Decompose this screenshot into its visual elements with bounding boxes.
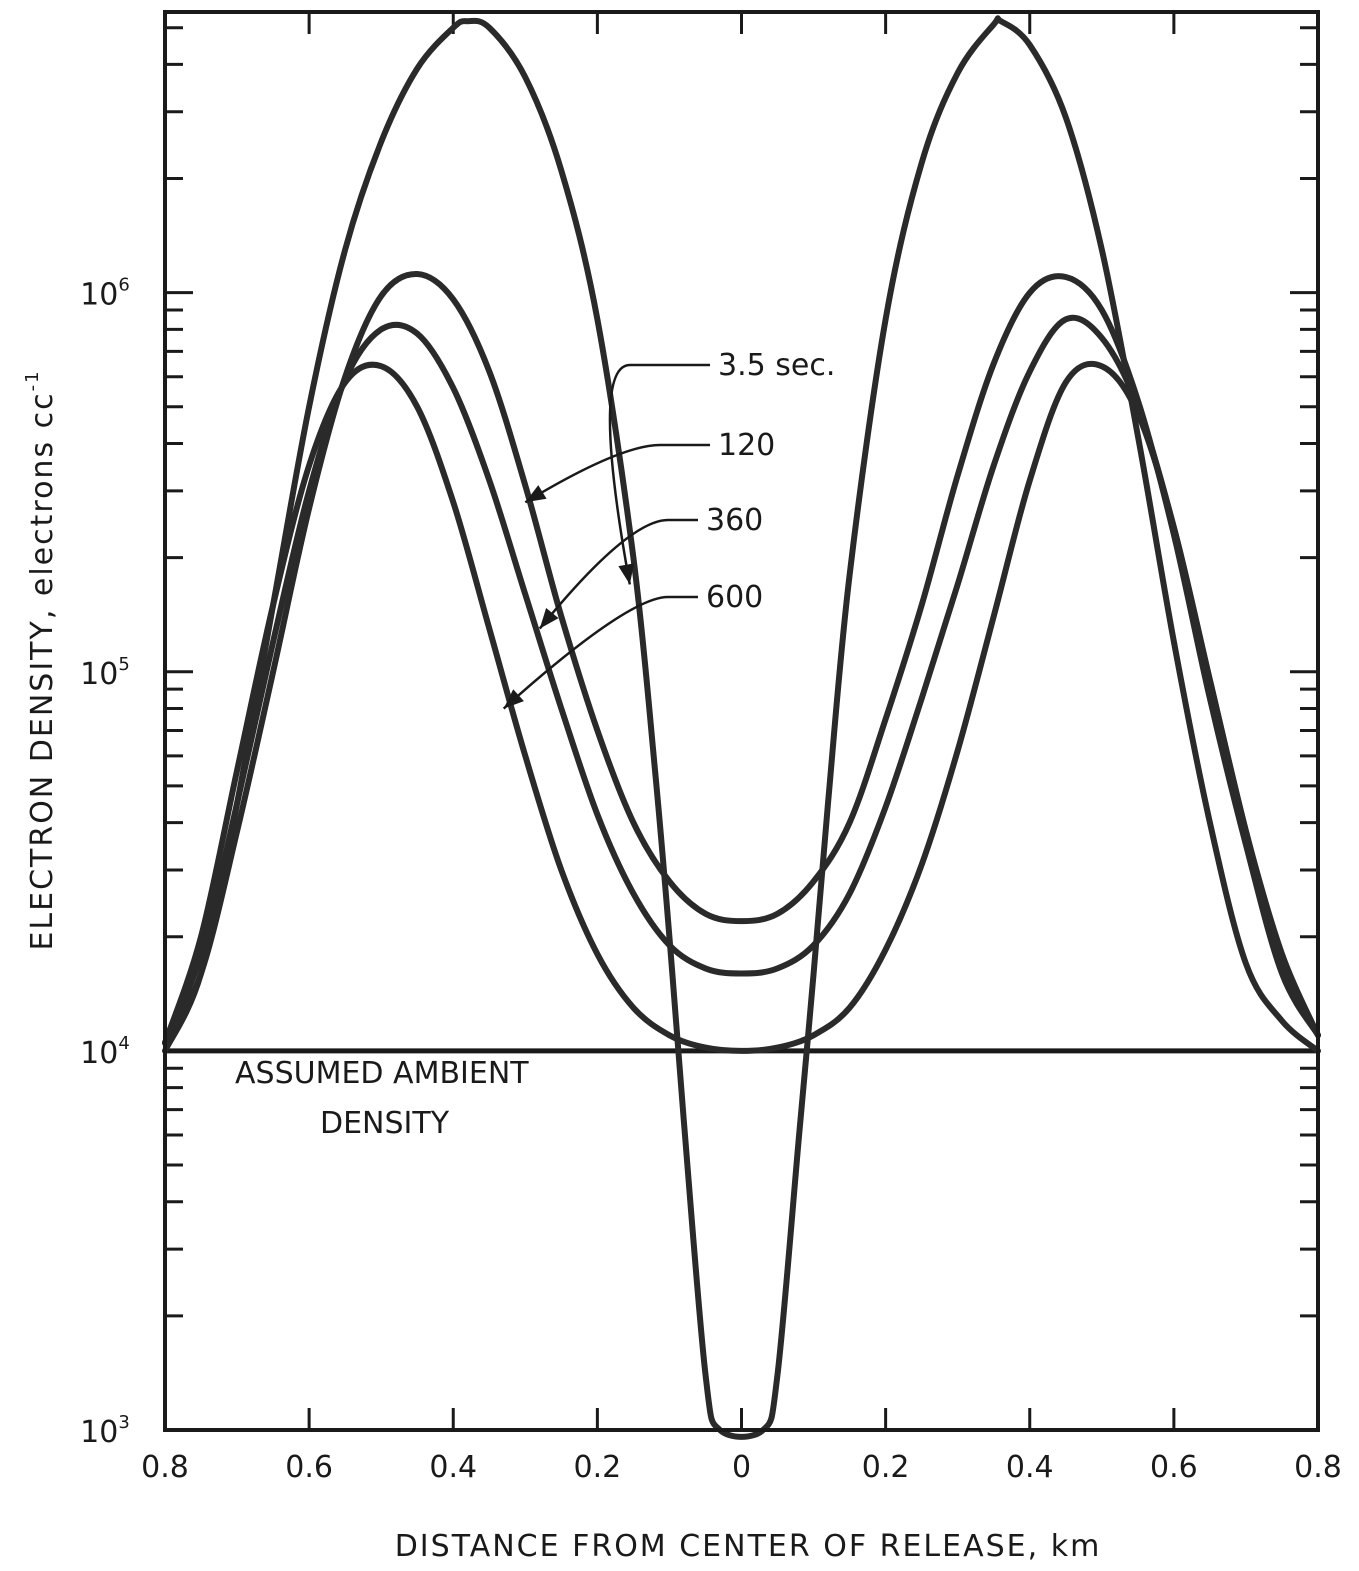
- axis-ticks: [163, 12, 1320, 1432]
- x-tick-label: 0.4: [1006, 1450, 1054, 1485]
- ambient-density-label-line2: DENSITY: [320, 1106, 450, 1141]
- y-axis-title-group: ELECTRON DENSITY, electrons cc-1: [22, 369, 60, 950]
- series-label: 120: [718, 428, 775, 463]
- x-tick-label: 0.8: [1294, 1450, 1342, 1485]
- series-label: 3.5 sec.: [718, 348, 835, 383]
- y-axis-title-exponent: -1: [22, 369, 43, 391]
- series-leader-arrowhead: [525, 485, 547, 503]
- y-tick-exponent: 5: [118, 654, 129, 675]
- y-axis-title: ELECTRON DENSITY, electrons cc: [25, 391, 60, 950]
- y-tick-base: 10: [80, 657, 118, 692]
- y-tick-exponent: 4: [118, 1033, 129, 1054]
- series-label: 360: [706, 503, 763, 538]
- x-tick-label: 0: [732, 1450, 751, 1485]
- x-tick-label: 0.2: [574, 1450, 622, 1485]
- series-leader-line: [608, 363, 710, 585]
- series-leader-line: [538, 518, 698, 630]
- x-tick-label: 0.4: [429, 1450, 477, 1485]
- x-tick-label: 0.6: [285, 1450, 333, 1485]
- y-tick-base: 10: [80, 1415, 118, 1450]
- y-tick-base: 10: [80, 1036, 118, 1071]
- series-leader-line: [502, 595, 698, 710]
- series-leader-arrowhead: [539, 608, 559, 629]
- y-tick-label: 105: [80, 654, 130, 692]
- y-tick-label: 103: [80, 1412, 130, 1450]
- x-tick-label: 0.2: [862, 1450, 910, 1485]
- series-label: 600: [706, 580, 763, 615]
- y-tick-label: 104: [80, 1033, 130, 1071]
- y-tick-base: 10: [80, 278, 118, 313]
- x-tick-label: 0.8: [141, 1450, 189, 1485]
- y-tick-label: 106: [80, 275, 130, 313]
- series-leader-line: [524, 443, 710, 504]
- y-axis-title-wrap: ELECTRON DENSITY, electrons cc-1: [22, 369, 60, 950]
- x-axis-title: DISTANCE FROM CENTER OF RELEASE, km: [395, 1529, 1102, 1564]
- series-annotations: 3.5 sec. 120 360 600: [502, 348, 835, 710]
- series-leader-arrowhead: [503, 689, 524, 709]
- series-leader-arrowhead: [618, 563, 635, 585]
- y-tick-exponent: 6: [118, 275, 129, 296]
- plot-frame: [163, 10, 1320, 1432]
- y-tick-exponent: 3: [118, 1412, 129, 1433]
- series-line-600: [162, 360, 1321, 1054]
- x-tick-labels: 0.8 0.6 0.4 0.2 0 0.2 0.4 0.6 0.8: [141, 1450, 1342, 1485]
- series-line-3-5-sec: [162, 15, 1321, 1440]
- x-tick-label: 0.6: [1150, 1450, 1198, 1485]
- series-group: [162, 15, 1321, 1440]
- ambient-density-label-line1: ASSUMED AMBIENT: [235, 1056, 529, 1091]
